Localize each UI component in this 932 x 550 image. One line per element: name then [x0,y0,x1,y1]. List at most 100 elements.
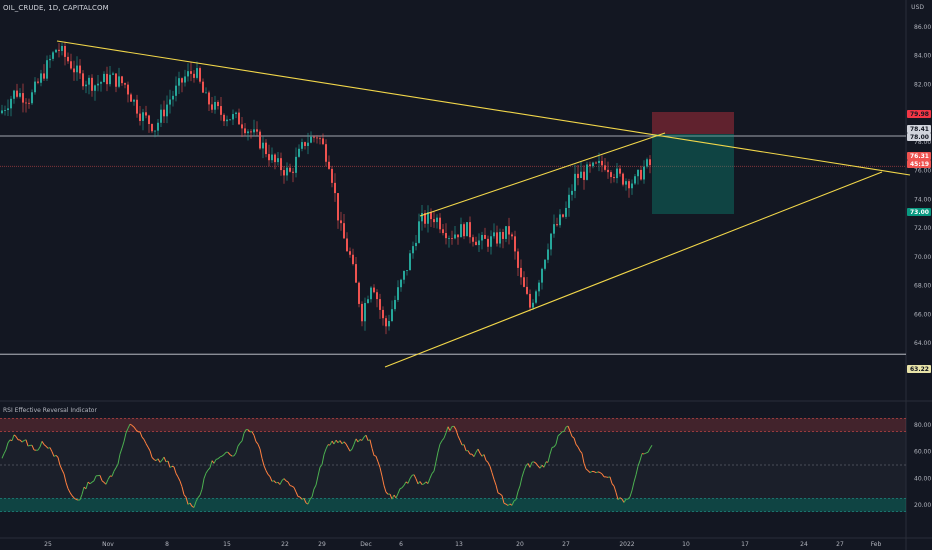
rsi-line-segment [359,439,363,441]
candle-body [94,85,96,91]
position-stop-zone [652,112,734,134]
candle-body [460,224,462,238]
rsi-line-segment [547,454,551,463]
candle-body [163,109,165,117]
rsi-line-segment [283,478,287,482]
candle-body [358,282,360,304]
rsi-line-segment [463,444,467,451]
candle-body [22,93,24,103]
rsi-line-segment [613,485,617,493]
candle-body [85,84,87,87]
candle-body [169,99,171,105]
candle-body [310,136,312,143]
candle-body [229,119,231,121]
rsi-line-segment [21,440,25,443]
rsi-line-segment [123,432,127,442]
rsi-line-segment [65,482,69,489]
rsi-line-segment [589,470,593,474]
candle-body [88,77,90,85]
rsi-line-segment [423,481,427,485]
rsi-line-segment [649,445,653,449]
candle-body [205,92,207,94]
candle-body [304,142,306,146]
candle-body [37,81,39,83]
rsi-line-segment [397,488,401,494]
price-tag-label: 78.00 [910,134,929,141]
candle-body [418,221,420,243]
rsi-line-segment [259,448,263,459]
price-axis-label: 70.00 [914,254,931,261]
candle-body [544,259,546,269]
rsi-line-segment [3,449,7,454]
rsi-line-segment [105,479,109,485]
rsi-line-segment [13,434,17,437]
rsi-line-segment [449,426,453,431]
candle-body [559,214,561,226]
rsi-line-segment [41,441,45,445]
symbol-title[interactable]: OIL_CRUDE, 1D, CAPITALCOM [3,4,109,12]
candle-body [646,159,648,167]
candle-body [34,81,36,93]
candle-body [481,234,483,241]
candle-body [436,217,438,223]
time-axis-label: 20 [516,541,524,548]
rsi-line-segment [279,480,283,485]
candle-body [154,130,156,132]
rsi-line-segment [513,499,517,502]
candle-body [250,131,252,133]
candle-body [616,168,618,179]
rsi-line-segment [535,462,539,467]
price-tag [907,365,931,373]
candle-body [649,159,651,166]
rsi-line-segment [59,465,63,470]
trendline-upper [56,40,911,176]
rsi-line-segment [197,494,201,498]
rsi-line-segment [107,475,111,480]
rsi-line-segment [593,471,597,474]
rsi-line-segment [617,497,621,501]
candle-body [580,171,582,179]
price-axis-label: 84.00 [914,53,931,60]
candle-body [124,83,126,85]
rsi-line-segment [291,485,295,488]
candle-body [388,321,390,327]
rsi-line-segment [447,426,451,431]
rsi-line-segment [135,429,139,433]
indicator-title[interactable]: RSI Effective Reversal Indicator [3,407,97,414]
rsi-line-segment [309,496,313,500]
candle-body [547,249,549,260]
rsi-line-segment [361,436,365,441]
rsi-line-segment [237,442,241,447]
candle-body [505,226,507,239]
rsi-line-segment [157,458,161,463]
price-axis-label: 66.00 [914,311,931,318]
candle-body [517,251,519,268]
price-tag-label: 79.98 [910,111,929,118]
rsi-line-segment [635,466,639,475]
rsi-line-segment [163,456,167,462]
candle-body [10,98,12,109]
candle-body [634,176,636,184]
candle-body [448,238,450,239]
rsi-line-segment [117,454,121,465]
candle-body [307,142,309,146]
time-axis-label: 15 [223,541,231,548]
rsi-line-segment [379,467,383,477]
rsi-line-segment [437,444,441,453]
candle-body [631,183,633,189]
rsi-line-segment [365,434,369,441]
candle-body [7,108,9,111]
rsi-line-segment [351,444,355,450]
rsi-line-segment [383,485,387,493]
candle-body [58,49,60,51]
rsi-line-segment [215,458,219,460]
candle-body [478,240,480,246]
candle-body [613,177,615,179]
candle-body [508,226,510,235]
rsi-line-segment [543,461,547,468]
candle-body [175,85,177,96]
candle-body [523,277,525,287]
candle-body [178,78,180,86]
